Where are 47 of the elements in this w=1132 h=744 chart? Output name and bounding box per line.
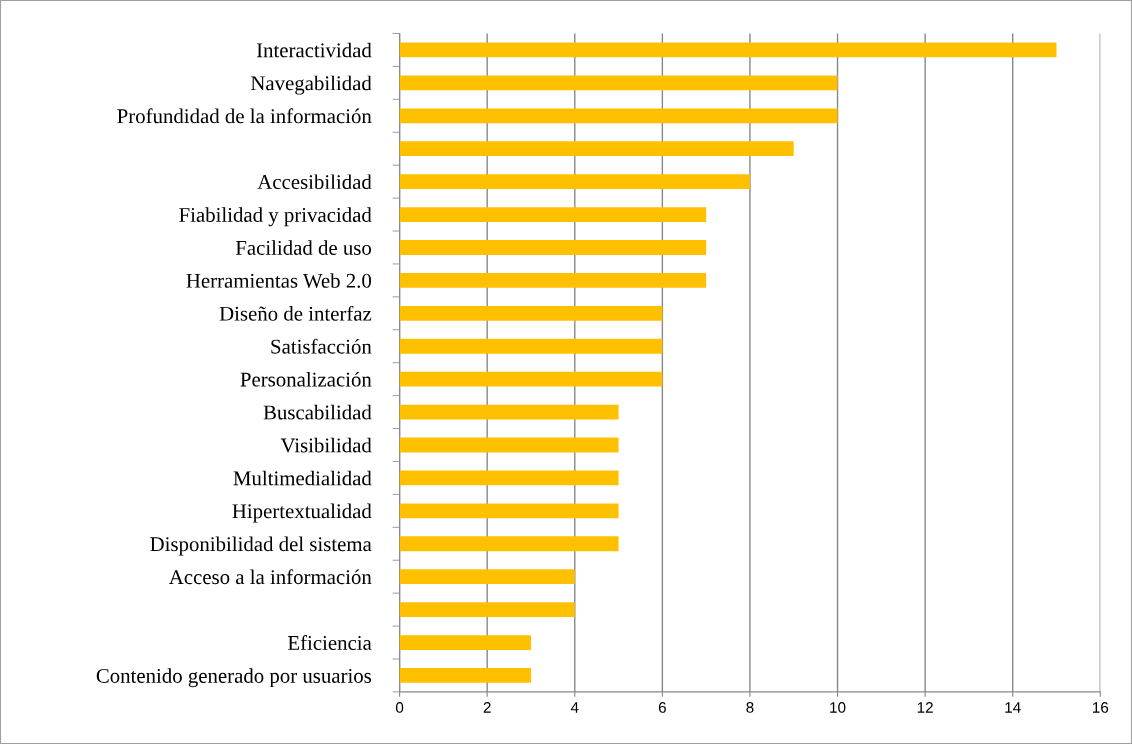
bar <box>399 75 838 91</box>
y-tick-label: Contenido generado por usuarios <box>96 668 372 688</box>
bar <box>399 371 663 387</box>
bar <box>399 404 619 420</box>
y-tick-label: Eficiencia <box>287 635 372 650</box>
bar <box>399 437 619 453</box>
x-tick-label: 6 <box>658 702 666 713</box>
y-tick-label: Acceso a la información <box>168 569 372 585</box>
bar <box>399 602 575 618</box>
x-tick-label: 14 <box>1005 702 1021 713</box>
y-tick-label: Visibilidad <box>280 437 372 453</box>
y-tick-label: Interactividad <box>256 42 372 58</box>
bar <box>399 338 663 354</box>
bar <box>399 305 663 321</box>
y-tick-label: Fiabilidad y privacidad <box>179 207 372 227</box>
x-tick-label: 0 <box>395 702 404 713</box>
bar <box>399 240 707 255</box>
y-tick-label: Facilidad de uso <box>235 240 372 255</box>
bar <box>399 668 531 683</box>
y-tick-label: Satisfacción <box>271 338 372 354</box>
y-tick-label: Disponibilidad del sistema <box>150 536 372 556</box>
y-tick-label: Hipertextualidad <box>232 503 372 523</box>
x-tick-label: 10 <box>830 702 846 713</box>
bar <box>399 470 619 486</box>
bar <box>399 174 750 190</box>
x-tick-label: 16 <box>1092 702 1109 713</box>
bar <box>399 141 794 157</box>
y-tick-label: Diseño de interfaz <box>219 305 372 321</box>
bar <box>399 108 838 124</box>
bar <box>399 503 619 519</box>
x-tick-label: 8 <box>746 702 754 713</box>
bar <box>399 207 707 222</box>
bar <box>399 536 619 552</box>
y-tick-label: Accesibilidad <box>257 174 372 190</box>
y-tick-label: Navegabilidad <box>250 75 372 95</box>
y-tick-label: Herramientas Web 2.0 <box>186 273 372 288</box>
y-tick-label: Multimedialidad <box>233 470 372 486</box>
bar <box>399 635 531 650</box>
x-tick-label: 12 <box>917 702 933 713</box>
x-tick-label: 2 <box>483 702 491 713</box>
y-tick-label: Buscabilidad <box>263 404 372 420</box>
x-tick-label: 4 <box>570 702 579 713</box>
bar <box>399 569 575 585</box>
y-tick-label: Personalización <box>240 371 372 387</box>
bar <box>399 272 707 288</box>
bar <box>399 42 1057 58</box>
y-tick-label: Profundidad de la información <box>117 108 372 124</box>
